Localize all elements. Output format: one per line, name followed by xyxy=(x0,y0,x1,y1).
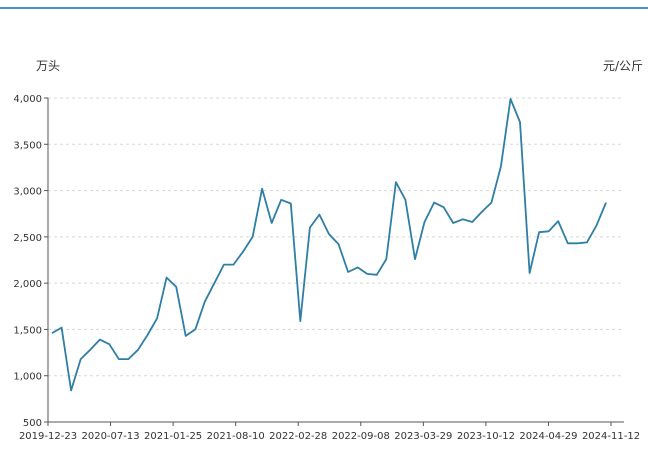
left-axis-unit: 万头 xyxy=(36,59,61,73)
x-tick-label: 2020-07-13 xyxy=(81,431,139,442)
x-tick-label: 2019-12-23 xyxy=(19,431,77,442)
y-tick-label: 2,500 xyxy=(13,233,42,244)
series-line xyxy=(51,98,607,392)
grid-lines xyxy=(48,97,624,377)
x-tick-label: 2021-01-25 xyxy=(144,431,202,442)
right-axis-unit: 元/公斤 xyxy=(603,59,644,73)
x-ticks: 2019-12-23 2020-07-13 2021-01-25 2021-08-10… xyxy=(19,422,640,442)
x-tick-label: 2022-02-28 xyxy=(269,431,327,442)
y-tick-label: 3,000 xyxy=(13,187,42,198)
y-tick-label: 3,500 xyxy=(13,140,42,151)
y-tick-label: 1,500 xyxy=(13,325,42,336)
y-tick-label: 1,000 xyxy=(13,372,42,383)
x-tick-label: 2021-08-10 xyxy=(207,431,265,442)
top-border xyxy=(0,7,648,9)
x-tick-label: 2023-10-12 xyxy=(457,431,515,442)
x-tick-label: 2024-11-12 xyxy=(582,431,640,442)
x-tick-label: 2024-04-29 xyxy=(519,431,577,442)
y-ticks: 500 1,000 1,500 2,000 2,500 3,000 3,500 4,000 xyxy=(13,94,48,429)
x-tick-label: 2023-03-29 xyxy=(394,431,452,442)
y-tick-label: 2,000 xyxy=(13,279,42,290)
y-tick-label: 4,000 xyxy=(13,94,42,105)
y-tick-label: 500 xyxy=(23,418,42,429)
x-tick-label: 2022-09-08 xyxy=(332,431,390,442)
